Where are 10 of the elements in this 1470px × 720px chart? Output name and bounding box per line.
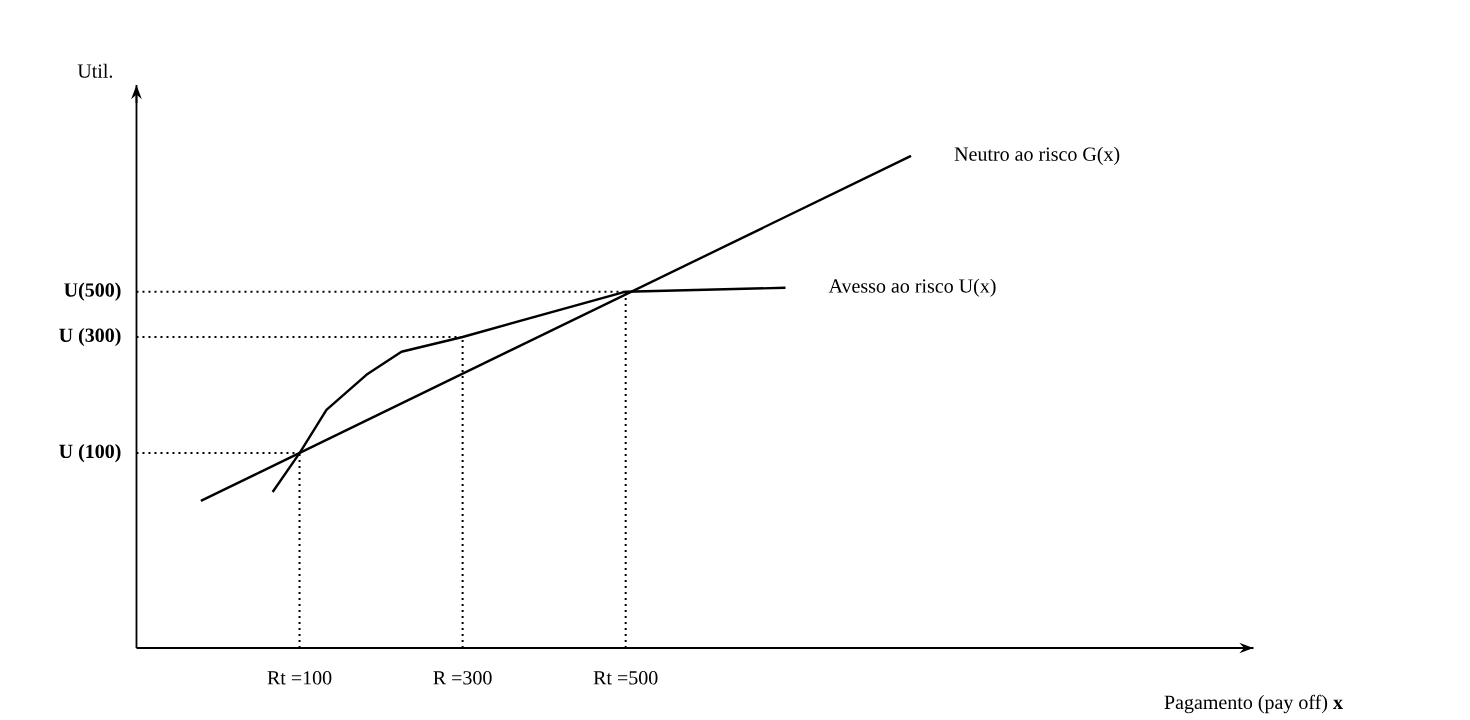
ref-line-label: U (100)	[59, 444, 121, 463]
text: Avesso ao risco U(x)	[828, 278, 996, 297]
y-axis-title: Util.	[77, 63, 113, 78]
text: Neutro ao risco G(x)	[954, 146, 1120, 165]
ref-line-label: U(500)	[64, 282, 121, 301]
x-tick-label: Rt =500	[593, 671, 658, 685]
x-tick-label: Rt =100	[267, 671, 332, 685]
ref-line-label: U (300)	[59, 327, 121, 347]
x-axis-title: Pagamento (pay off) x	[1164, 694, 1343, 714]
x-tick-label: R =300	[433, 671, 492, 685]
